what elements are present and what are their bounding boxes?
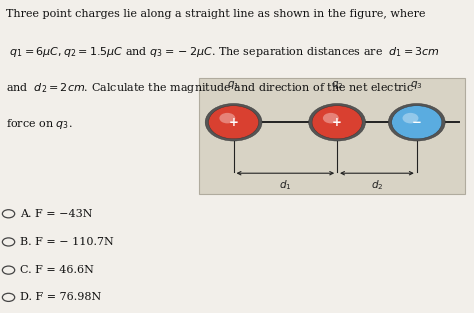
Text: B. F = − 110.7N: B. F = − 110.7N (20, 237, 114, 247)
Circle shape (388, 104, 445, 141)
Text: force on $q_3$.: force on $q_3$. (6, 117, 73, 131)
Circle shape (219, 113, 235, 123)
Circle shape (402, 113, 419, 123)
Text: +: + (228, 116, 238, 129)
Text: A. F = −43N: A. F = −43N (20, 209, 93, 219)
Text: −: − (412, 116, 422, 129)
Text: $d_2$: $d_2$ (371, 178, 383, 192)
Circle shape (312, 106, 362, 139)
Text: $q_1=6\mu C, q_2=1.5\mu C$ and $q_3=-2\mu C$. The separation distances are  $d_1: $q_1=6\mu C, q_2=1.5\mu C$ and $q_3=-2\m… (6, 45, 440, 59)
Text: C. F = 46.6N: C. F = 46.6N (20, 265, 94, 275)
Text: $q_1$: $q_1$ (228, 79, 240, 91)
Text: and  $d_2=2cm$. Calculate the magnitude and direction of the net electric: and $d_2=2cm$. Calculate the magnitude a… (6, 81, 414, 95)
FancyBboxPatch shape (199, 78, 465, 194)
Text: D. F = 76.98N: D. F = 76.98N (20, 292, 101, 302)
Circle shape (209, 106, 259, 139)
Text: $q_3$: $q_3$ (410, 79, 423, 91)
Text: +: + (332, 116, 342, 129)
Circle shape (309, 104, 365, 141)
Text: $q_2$: $q_2$ (331, 79, 343, 91)
Circle shape (205, 104, 262, 141)
Circle shape (392, 106, 442, 139)
Circle shape (323, 113, 339, 123)
Text: $d_1$: $d_1$ (279, 178, 292, 192)
Text: Three point charges lie along a straight line as shown in the figure, where: Three point charges lie along a straight… (6, 9, 425, 19)
